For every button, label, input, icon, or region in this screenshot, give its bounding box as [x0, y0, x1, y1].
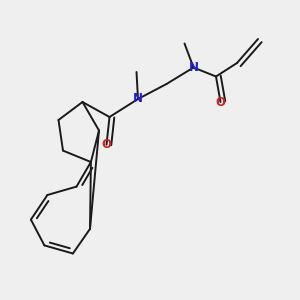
Text: N: N: [133, 92, 143, 106]
Text: N: N: [188, 61, 199, 74]
Text: O: O: [101, 138, 112, 151]
Text: O: O: [215, 95, 226, 109]
